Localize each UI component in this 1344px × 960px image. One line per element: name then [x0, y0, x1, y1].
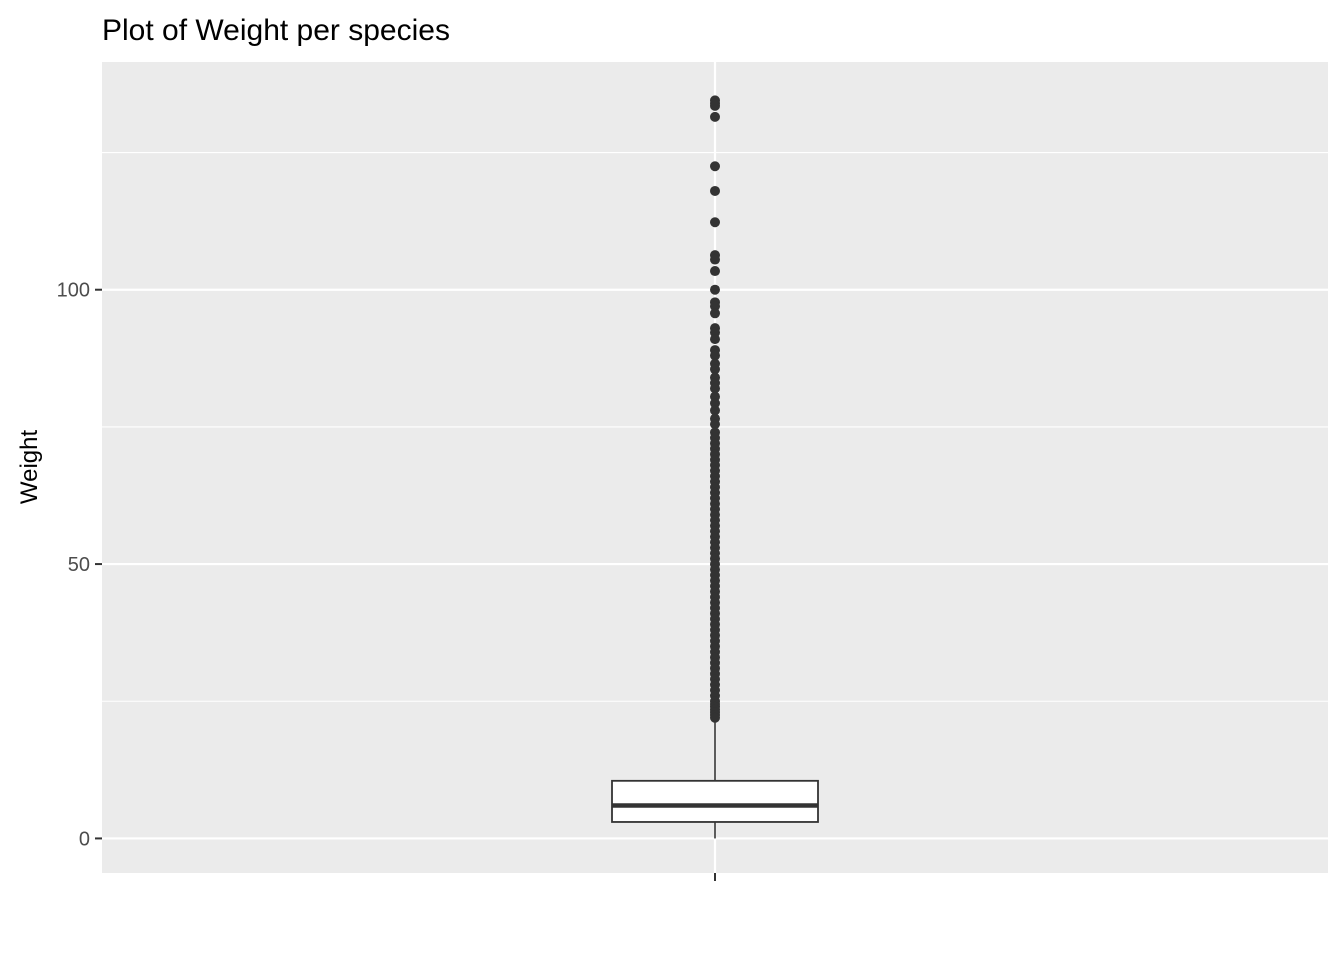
outlier-point [710, 217, 720, 228]
outlier-point [710, 301, 720, 312]
outlier-point [710, 185, 720, 196]
outlier-point [710, 419, 720, 430]
outlier-point [710, 254, 720, 265]
outlier-point [710, 334, 720, 345]
outlier-point [710, 398, 720, 409]
outlier-point [710, 405, 720, 416]
outlier-point [710, 350, 720, 361]
y-axis-ticks: 0 50 100 [57, 280, 716, 881]
outlier-point [710, 161, 720, 172]
outlier-point [710, 383, 720, 394]
y-tick-label: 100 [57, 280, 90, 302]
chart-title: Plot of Weight per species [102, 14, 450, 47]
outlier-point [710, 100, 720, 111]
y-tick-label: 50 [68, 554, 90, 576]
outlier-point [710, 364, 720, 375]
outlier-point [710, 712, 720, 723]
outlier-point [710, 111, 720, 122]
outlier-point [710, 308, 720, 319]
outlier-point [710, 266, 720, 277]
boxplot [611, 720, 819, 839]
outlier-point [710, 284, 720, 295]
iqr-box [611, 779, 819, 823]
y-axis-label: Weight [16, 430, 43, 505]
y-tick-label: 0 [79, 828, 90, 850]
outlier-points [710, 95, 720, 723]
